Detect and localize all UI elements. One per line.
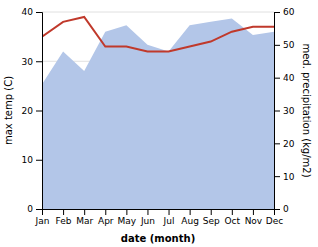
tick-mark — [36, 61, 42, 62]
tick: 0 — [274, 204, 289, 214]
axis-line — [36, 13, 43, 210]
tick-mark — [147, 209, 148, 215]
tick-label: Mar — [76, 216, 93, 226]
tick: 10 — [274, 172, 295, 182]
tick-mark — [274, 209, 280, 210]
tick-label: 0 — [27, 204, 33, 214]
axis-line — [43, 210, 275, 216]
tick: Sep — [203, 209, 220, 226]
tick-mark — [232, 209, 233, 215]
tick-mark — [63, 209, 64, 215]
tick-label: May — [118, 216, 137, 226]
area — [42, 19, 274, 209]
tick-label: Jun — [140, 216, 155, 226]
tick: Apr — [98, 209, 114, 226]
tick-mark — [36, 160, 42, 161]
tick-mark — [190, 209, 191, 215]
tick-label: 0 — [283, 204, 289, 214]
tick-mark — [274, 111, 280, 112]
tick-mark — [274, 12, 280, 13]
tick-label: Apr — [98, 216, 114, 226]
tick-label: 60 — [283, 7, 295, 17]
tick: Dec — [266, 209, 283, 226]
tick: 30 — [22, 57, 42, 67]
tick-label: 10 — [283, 172, 295, 182]
chart: JanFebMarAprMayJunJulAugSepOctNovDec0102… — [0, 0, 318, 247]
axis-line — [275, 13, 281, 210]
tick-label: 10 — [22, 155, 34, 165]
tick: 30 — [274, 106, 295, 116]
tick-mark — [36, 12, 42, 13]
y-axis-title: max temp (C) — [3, 76, 14, 145]
tick-mark — [211, 209, 212, 215]
tick: 40 — [274, 73, 295, 83]
y2-axis-title: med. precipitation (kg/m2) — [301, 43, 312, 177]
tick-label: Jul — [163, 216, 175, 226]
y-axis: 0 10 20 30 40 — [22, 7, 43, 214]
tick: Nov — [245, 209, 263, 226]
tick-mark — [36, 209, 42, 210]
tick: Aug — [181, 209, 199, 226]
tick-label: Nov — [245, 216, 263, 226]
y2-axis: 0 10 20 30 40 50 60 — [274, 7, 295, 214]
plot: JanFebMarAprMayJunJulAugSepOctNovDec0102… — [22, 7, 295, 226]
tick-mark — [126, 209, 127, 215]
tick-label: 20 — [22, 106, 34, 116]
tick-mark — [169, 209, 170, 215]
tick-mark — [274, 143, 280, 144]
tick-label: 50 — [283, 40, 295, 50]
tick: Mar — [76, 209, 93, 226]
tick-mark — [253, 209, 254, 215]
tick-mark — [105, 209, 106, 215]
tick: 20 — [274, 139, 295, 149]
tick: 0 — [27, 204, 42, 214]
tick-mark — [274, 176, 280, 177]
tick: Oct — [225, 209, 241, 226]
tick-label: 30 — [283, 106, 295, 116]
tick: 60 — [274, 7, 295, 17]
tick: 50 — [274, 40, 295, 50]
tick: 40 — [22, 7, 42, 17]
tick: Jan — [35, 209, 50, 226]
x-axis-title: date (month) — [121, 233, 195, 244]
tick-label: 20 — [283, 139, 295, 149]
tick-label: Jan — [35, 216, 50, 226]
tick: 10 — [22, 155, 42, 165]
tick-label: 40 — [283, 73, 295, 83]
grid — [42, 12, 274, 209]
tick-label: 40 — [22, 7, 34, 17]
tick-mark — [274, 45, 280, 46]
tick-mark — [36, 111, 42, 112]
tick-mark — [274, 78, 280, 79]
x-axis: Jan Feb Mar Apr MayJun Jul Aug Sep Oct NovDec — [35, 209, 284, 226]
tick-label: Feb — [56, 216, 72, 226]
tick-label: Oct — [225, 216, 241, 226]
tick-label: Dec — [266, 216, 283, 226]
tick: Jun — [140, 209, 155, 226]
tick-label: Aug — [181, 216, 199, 226]
tick: Feb — [56, 209, 72, 226]
grid-line — [42, 12, 274, 13]
tick-mark — [84, 209, 85, 215]
line — [42, 17, 274, 51]
tick-label: Sep — [203, 216, 220, 226]
marks — [42, 17, 274, 209]
tick: May — [118, 209, 137, 226]
tick: Jul — [163, 209, 175, 226]
tick-label: 30 — [22, 57, 34, 67]
tick: 20 — [22, 106, 42, 116]
